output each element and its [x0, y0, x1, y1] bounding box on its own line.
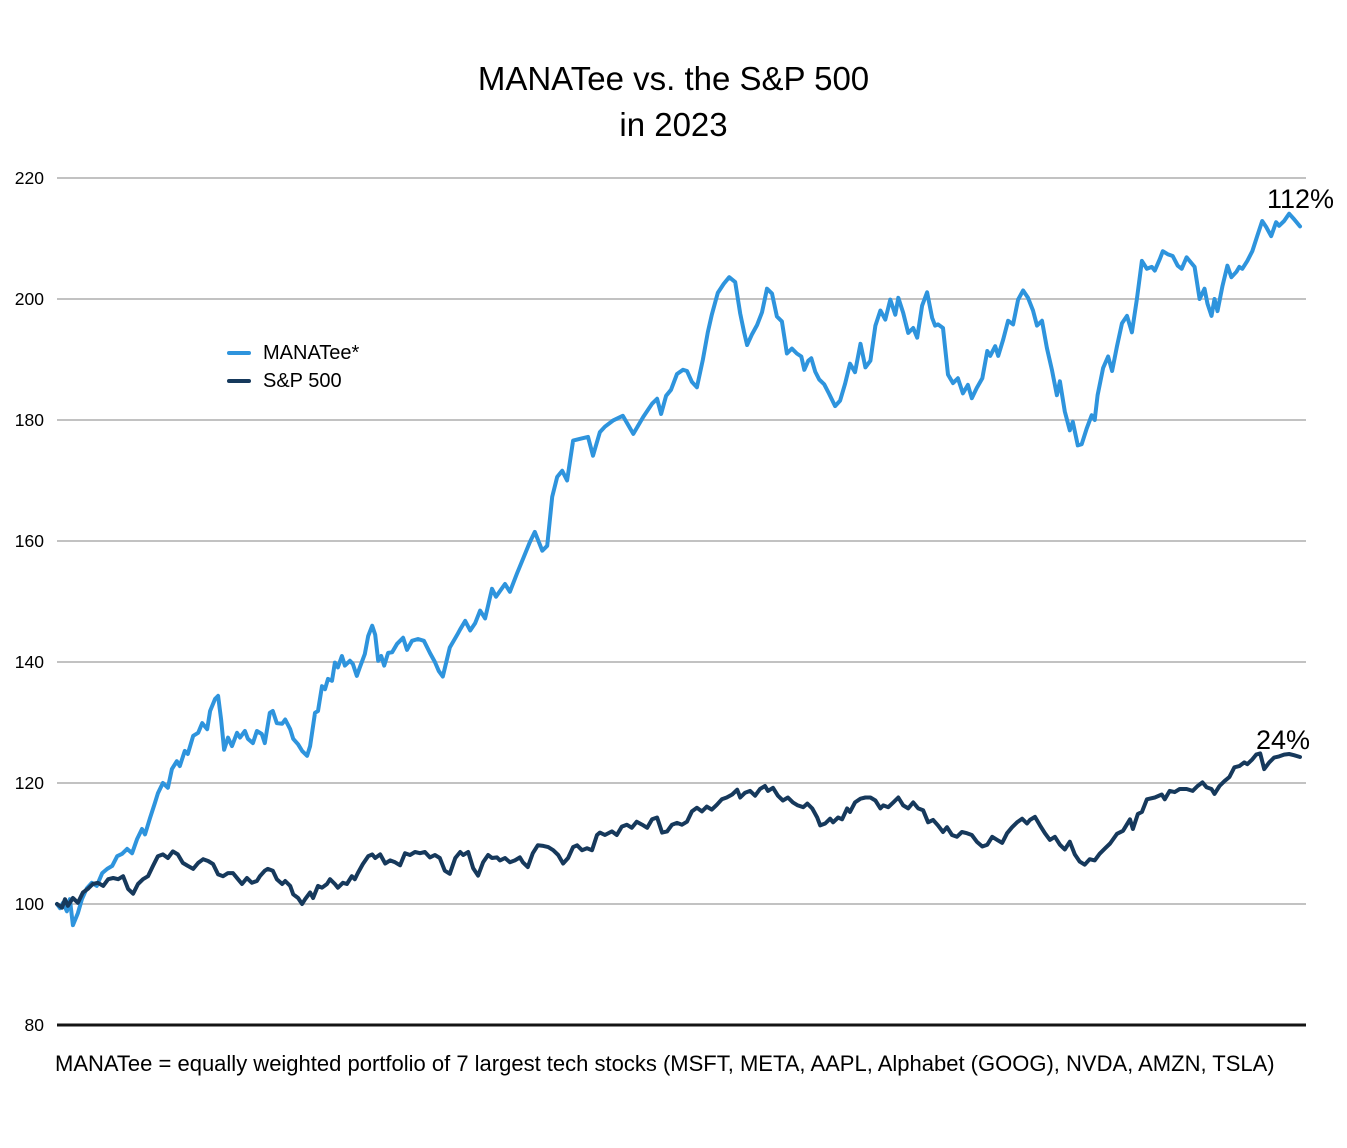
manatee-line-swatch-icon — [227, 350, 251, 356]
chart-title: MANATee vs. the S&P 500 in 2023 — [0, 56, 1347, 148]
sp500-line — [55, 751, 1302, 910]
manatee-end-label: 112% — [1267, 184, 1335, 214]
sp500-line-swatch-icon — [227, 378, 251, 384]
y-axis-tick-label: 200 — [15, 289, 44, 309]
y-axis-tick-label: 80 — [25, 1015, 45, 1035]
y-axis-tick-label: 160 — [15, 531, 44, 551]
y-axis-tick-label: 120 — [15, 773, 44, 793]
legend-label-manatee: MANATee* — [263, 341, 360, 364]
legend-label-sp500: S&P 500 — [263, 369, 342, 392]
y-axis-tick-label: 140 — [15, 652, 44, 672]
footnote: MANATee = equally weighted portfolio of … — [55, 1051, 1275, 1076]
legend-item-sp500: S&P 500 — [227, 367, 359, 395]
chart-title-line2: in 2023 — [619, 106, 728, 143]
y-axis-tick-label: 220 — [15, 168, 44, 188]
legend: MANATee* S&P 500 — [227, 339, 359, 395]
y-axis-tick-label: 100 — [15, 894, 44, 914]
sp500-end-label: 24% — [1256, 725, 1311, 755]
legend-item-manatee: MANATee* — [227, 339, 359, 367]
y-axis-tick-label: 180 — [15, 410, 44, 430]
manatee-line — [55, 211, 1302, 928]
chart-title-line1: MANATee vs. the S&P 500 — [477, 60, 870, 97]
